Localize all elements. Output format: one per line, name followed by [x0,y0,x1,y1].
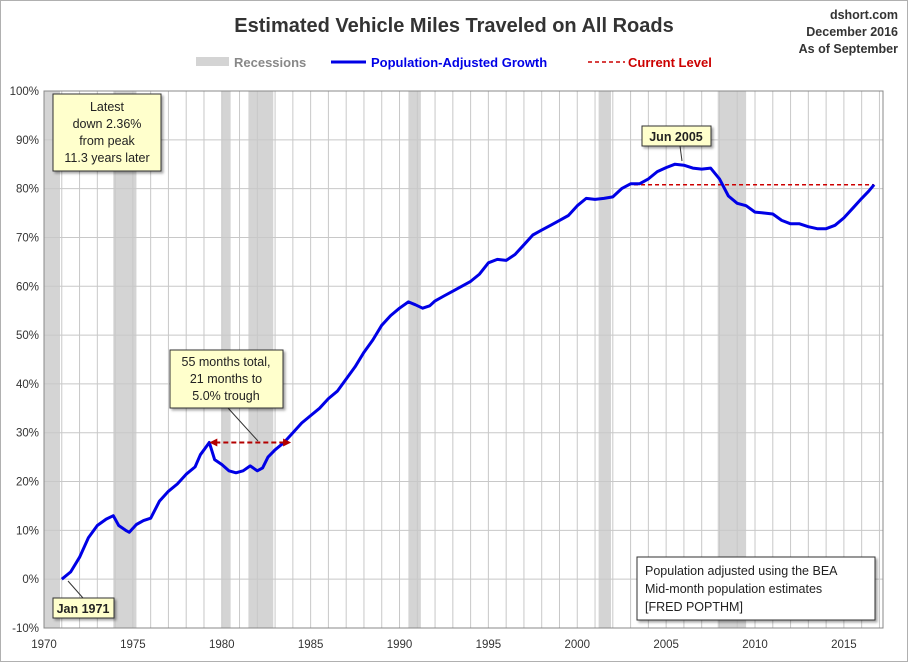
latest-line-4: 11.3 years later [64,151,149,165]
peak-label: Jun 2005 [649,130,703,144]
x-tick-label: 1980 [209,639,235,651]
peak-callout-pointer [679,145,683,162]
date-label: December 2016 [806,25,898,39]
latest-line-2: down 2.36% [73,117,142,131]
y-tick-label: 50% [16,330,39,342]
recession-bands [44,91,747,628]
recession-band-5 [598,91,612,628]
y-tick-label: -10% [12,623,39,635]
legend: Recessions Population-Adjusted Growth Cu… [196,55,712,70]
chart-title: Estimated Vehicle Miles Traveled on All … [234,15,673,37]
source-label: dshort.com [830,8,898,22]
arrow-head-left [209,438,218,447]
y-tick-label: 100% [10,86,39,98]
x-tick-label: 2015 [831,639,857,651]
legend-recessions-label: Recessions [234,55,306,70]
note-line-3: [FRED POPTHM] [645,600,743,614]
y-tick-label: 90% [16,135,39,147]
trough-annotation [169,349,284,409]
recession-band-6 [717,91,747,628]
as-of-label: As of September [799,42,898,56]
trough-callout-pointer [227,407,259,442]
arrow-head-right [283,438,292,447]
start-annotation [52,597,115,619]
x-axis-ticks: 1970 1975 1980 1985 1990 1995 2000 2005 2010 2015 [31,639,856,651]
trough-line-1: 55 months total, [182,355,271,369]
latest-line-3: from peak [79,134,135,148]
x-tick-label: 2000 [564,639,590,651]
y-tick-label: 80% [16,184,39,196]
y-tick-label: 20% [16,477,39,489]
x-tick-label: 2010 [742,639,768,651]
recession-band-0 [44,91,60,628]
y-tick-label: 40% [16,379,39,391]
peak-annotation [641,125,712,147]
x-tick-label: 1995 [476,639,502,651]
recession-band-1 [113,91,137,628]
y-tick-label: 60% [16,281,39,293]
trough-line-3: 5.0% trough [192,389,259,403]
legend-recession-swatch [196,57,229,66]
y-tick-label: 10% [16,525,39,537]
y-axis-ticks: -10% 0% 10% 20% 30% 40% 50% 60% 70% 80% 90% 100% [10,86,39,635]
trough-duration-arrow [209,438,292,447]
start-callout-pointer [67,580,84,599]
start-label: Jan 1971 [57,602,110,616]
latest-line-1: Latest [90,100,125,114]
x-tick-label: 1975 [120,639,146,651]
x-tick-label: 1970 [31,639,57,651]
population-adjusted-growth-line [60,162,876,581]
y-tick-label: 70% [16,232,39,244]
source-note [636,556,876,621]
note-line-1: Population adjusted using the BEA [645,564,838,578]
x-tick-label: 1990 [387,639,413,651]
latest-annotation [52,93,162,172]
y-tick-label: 30% [16,428,39,440]
legend-current-label: Current Level [628,55,712,70]
y-tick-label: 0% [22,574,39,586]
note-line-2: Mid-month population estimates [645,582,822,596]
recession-band-4 [408,91,421,628]
plot-border [43,90,884,629]
trough-line-2: 21 months to [190,372,262,386]
x-tick-label: 2005 [653,639,679,651]
legend-series-label: Population-Adjusted Growth [371,55,547,70]
x-tick-label: 1985 [298,639,324,651]
